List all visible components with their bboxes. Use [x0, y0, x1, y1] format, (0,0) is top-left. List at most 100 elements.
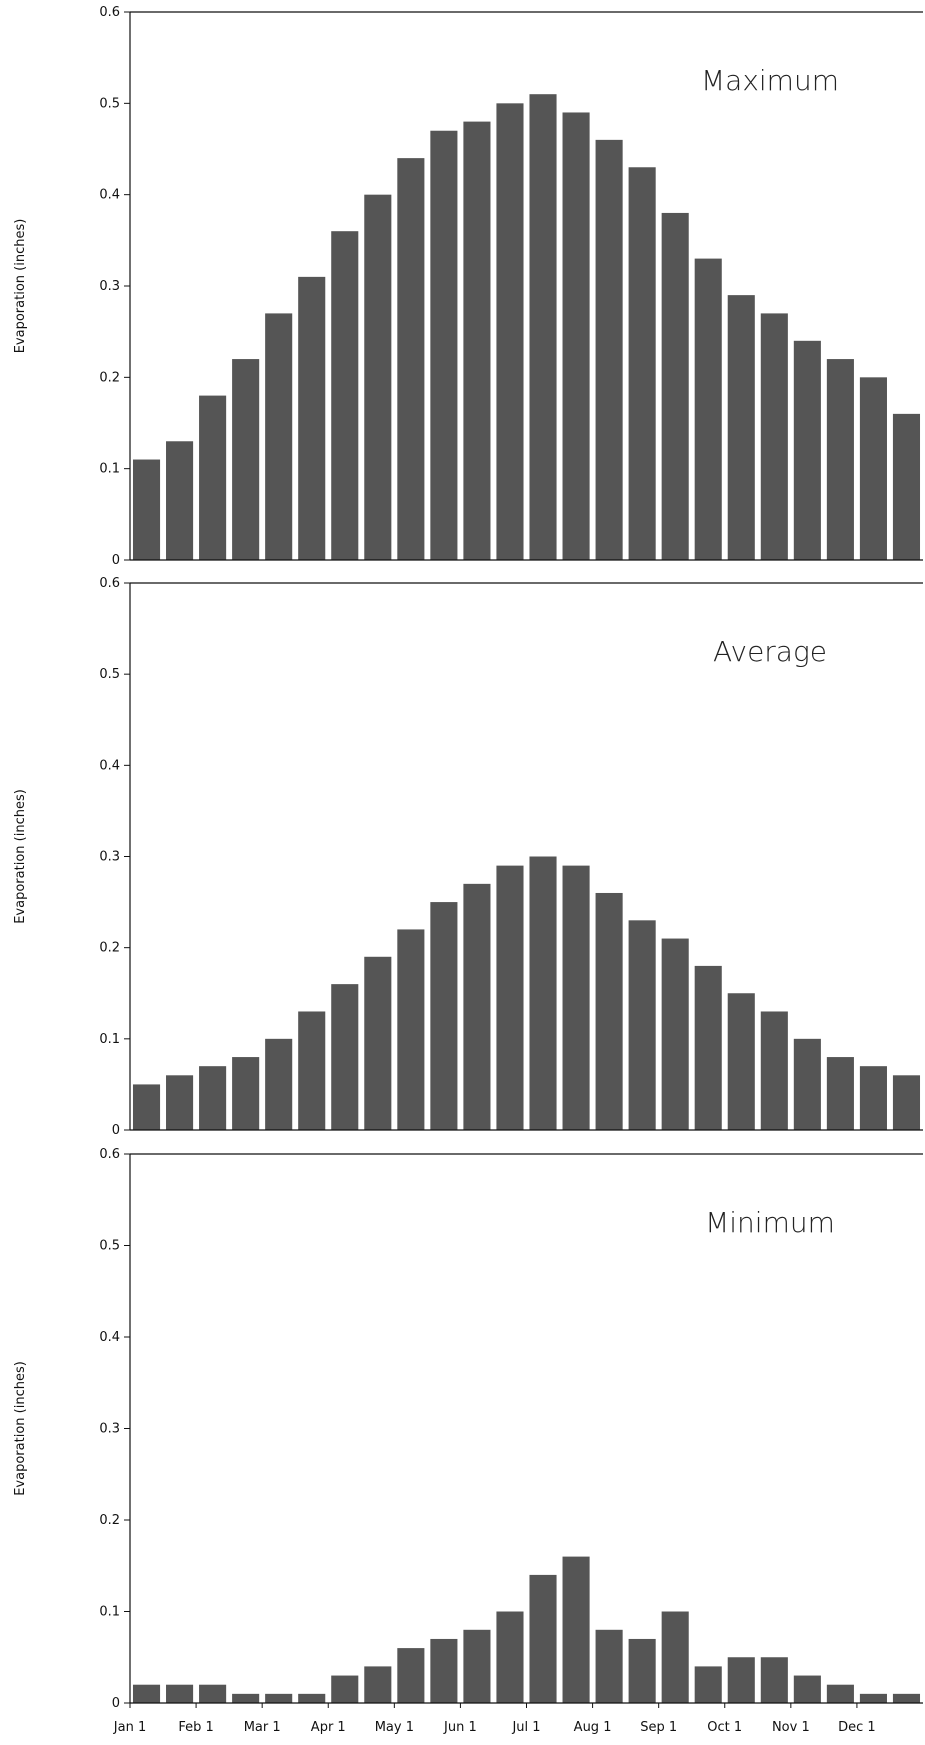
bar-3-18 — [694, 1666, 722, 1703]
bar-3-20 — [760, 1657, 788, 1703]
y-axis-label: Evaporation (inches) — [13, 789, 28, 924]
bar-2-1 — [132, 1084, 161, 1130]
bar-2-24 — [892, 1075, 921, 1130]
panel-title: Minimum — [705, 1206, 835, 1239]
bar-3-14 — [562, 1556, 590, 1703]
bar-3-5 — [265, 1693, 293, 1703]
bar-1-1 — [132, 459, 161, 560]
x-tick-label: Jun 1 — [443, 1720, 477, 1735]
bar-1-7 — [331, 231, 359, 560]
y-tick-label: 0.3 — [99, 279, 120, 294]
y-axis-label: Evaporation (inches) — [13, 219, 28, 354]
bar-3-11 — [463, 1629, 491, 1703]
bar-1-15 — [595, 139, 623, 560]
y-axis-label: Evaporation (inches) — [13, 1361, 28, 1496]
bar-2-11 — [463, 883, 491, 1130]
bar-2-8 — [364, 956, 392, 1130]
x-tick-label: Jan 1 — [113, 1720, 146, 1735]
y-tick-label: 0.6 — [99, 576, 120, 591]
bar-3-10 — [430, 1638, 458, 1703]
bar-2-7 — [331, 984, 359, 1130]
bar-2-13 — [529, 856, 557, 1130]
y-tick-label: 0.5 — [99, 667, 120, 682]
x-tick-label: Oct 1 — [707, 1720, 742, 1735]
y-tick-label: 0.3 — [99, 1422, 120, 1437]
y-tick-label: 0 — [112, 1696, 120, 1711]
x-tick-label: Mar 1 — [244, 1720, 281, 1735]
bar-2-3 — [199, 1066, 227, 1130]
y-tick-label: 0.6 — [99, 5, 120, 20]
bar-1-12 — [496, 103, 524, 560]
bar-2-6 — [298, 1011, 326, 1130]
y-tick-label: 0.4 — [99, 758, 120, 773]
y-tick-label: 0.5 — [99, 1239, 120, 1254]
bar-2-20 — [760, 1011, 788, 1130]
bar-3-19 — [727, 1657, 755, 1703]
x-tick-label: Nov 1 — [772, 1720, 810, 1735]
x-tick-label: Dec 1 — [838, 1720, 876, 1735]
bar-1-20 — [760, 313, 788, 560]
x-tick-label: Apr 1 — [311, 1720, 346, 1735]
x-tick-label: May 1 — [375, 1720, 414, 1735]
bar-2-22 — [826, 1057, 854, 1130]
panel-title: Maximum — [701, 64, 839, 97]
bar-2-17 — [661, 938, 689, 1130]
y-tick-label: 0.3 — [99, 850, 120, 865]
bar-3-6 — [298, 1693, 326, 1703]
y-tick-label: 0.5 — [99, 96, 120, 111]
bar-3-24 — [892, 1693, 921, 1703]
x-tick-label: Sep 1 — [640, 1720, 677, 1735]
bar-3-15 — [595, 1629, 623, 1703]
bar-3-17 — [661, 1611, 689, 1703]
y-tick-label: 0.2 — [99, 1513, 120, 1528]
x-tick-label: Jul 1 — [511, 1720, 540, 1735]
bar-2-5 — [265, 1038, 293, 1130]
bar-2-19 — [727, 993, 755, 1130]
bar-2-12 — [496, 865, 524, 1130]
bar-2-16 — [628, 920, 656, 1130]
bar-2-14 — [562, 865, 590, 1130]
bar-3-13 — [529, 1574, 557, 1703]
bar-1-22 — [826, 359, 854, 560]
bar-3-22 — [826, 1684, 854, 1703]
bar-2-9 — [397, 929, 425, 1130]
bar-2-15 — [595, 892, 623, 1130]
bar-3-12 — [496, 1611, 524, 1703]
bar-3-7 — [331, 1675, 359, 1703]
bar-1-8 — [364, 194, 392, 561]
bar-1-21 — [793, 340, 821, 560]
y-tick-label: 0.1 — [99, 462, 120, 477]
bar-1-16 — [628, 167, 656, 560]
bar-1-4 — [232, 359, 260, 560]
bar-1-14 — [562, 112, 590, 560]
bar-3-23 — [859, 1693, 887, 1703]
bar-2-4 — [232, 1057, 260, 1130]
bar-1-19 — [727, 295, 755, 560]
bar-2-18 — [694, 965, 722, 1130]
bar-2-10 — [430, 902, 458, 1130]
bar-2-23 — [859, 1066, 887, 1130]
y-tick-label: 0.4 — [99, 188, 120, 203]
bar-1-10 — [430, 130, 458, 561]
bar-3-9 — [397, 1648, 425, 1703]
bar-3-16 — [628, 1638, 656, 1703]
y-tick-label: 0.2 — [99, 941, 120, 956]
y-tick-label: 0.2 — [99, 370, 120, 385]
bar-3-3 — [199, 1684, 227, 1703]
y-tick-label: 0.4 — [99, 1330, 120, 1345]
bar-1-6 — [298, 276, 326, 560]
bar-1-13 — [529, 94, 557, 560]
y-tick-label: 0.1 — [99, 1032, 120, 1047]
panel-title: Average — [713, 635, 827, 668]
bar-1-3 — [199, 395, 227, 560]
bar-1-17 — [661, 212, 689, 560]
bar-3-4 — [232, 1693, 260, 1703]
y-tick-label: 0.1 — [99, 1605, 120, 1620]
x-tick-label: Feb 1 — [178, 1720, 213, 1735]
bar-1-23 — [859, 377, 887, 560]
y-tick-label: 0 — [112, 1123, 120, 1138]
y-tick-label: 0 — [112, 553, 120, 568]
bar-2-2 — [166, 1075, 194, 1130]
bar-1-11 — [463, 121, 491, 560]
